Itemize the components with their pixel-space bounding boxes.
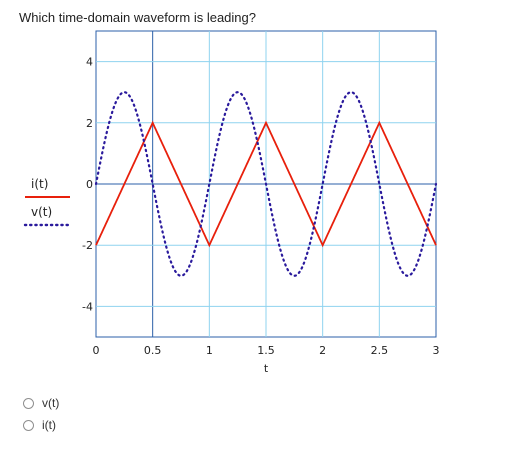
series-line-vt: [94, 91, 438, 277]
waveform-plot: 4 2 0 -2 -4 0 0.5 1 1.5 2 2.5 3 t i(t) v(t): [23, 30, 440, 375]
x-tick-label: 1.5: [257, 344, 275, 357]
option-label: i(t): [42, 418, 56, 432]
x-tick-label: 3: [433, 344, 440, 357]
waveform-chart-svg: 4 2 0 -2 -4 0 0.5 1 1.5 2 2.5 3 t i(t) v(t): [23, 30, 440, 375]
axis-layer: 4 2 0 -2 -4 0 0.5 1 1.5 2 2.5 3 t: [82, 56, 439, 375]
legend-label: v(t): [31, 205, 52, 219]
y-tick-label: 4: [86, 56, 93, 69]
x-tick-label: 0: [93, 344, 100, 357]
question-text: Which time-domain waveform is leading?: [19, 10, 256, 25]
y-tick-label: 0: [86, 178, 93, 191]
y-tick-label: -4: [82, 300, 93, 313]
x-tick-label: 2: [319, 344, 326, 357]
option-i-t[interactable]: i(t): [23, 414, 59, 436]
series-layer: [94, 91, 438, 277]
y-tick-label: -2: [82, 239, 93, 252]
legend-label: i(t): [31, 177, 48, 191]
radio-button-v-t[interactable]: [23, 397, 34, 409]
x-tick-label: 1: [206, 344, 213, 357]
x-axis-label: t: [264, 362, 269, 375]
radio-button-i-t[interactable]: [23, 419, 34, 431]
legend-layer: i(t) v(t): [23, 177, 72, 227]
answer-options: v(t) i(t): [23, 392, 59, 436]
series-line-it: [95, 120, 437, 248]
x-tick-label: 0.5: [144, 344, 162, 357]
y-tick-label: 2: [86, 117, 93, 130]
x-tick-label: 2.5: [371, 344, 389, 357]
option-label: v(t): [42, 396, 60, 410]
option-v-t[interactable]: v(t): [23, 392, 59, 414]
